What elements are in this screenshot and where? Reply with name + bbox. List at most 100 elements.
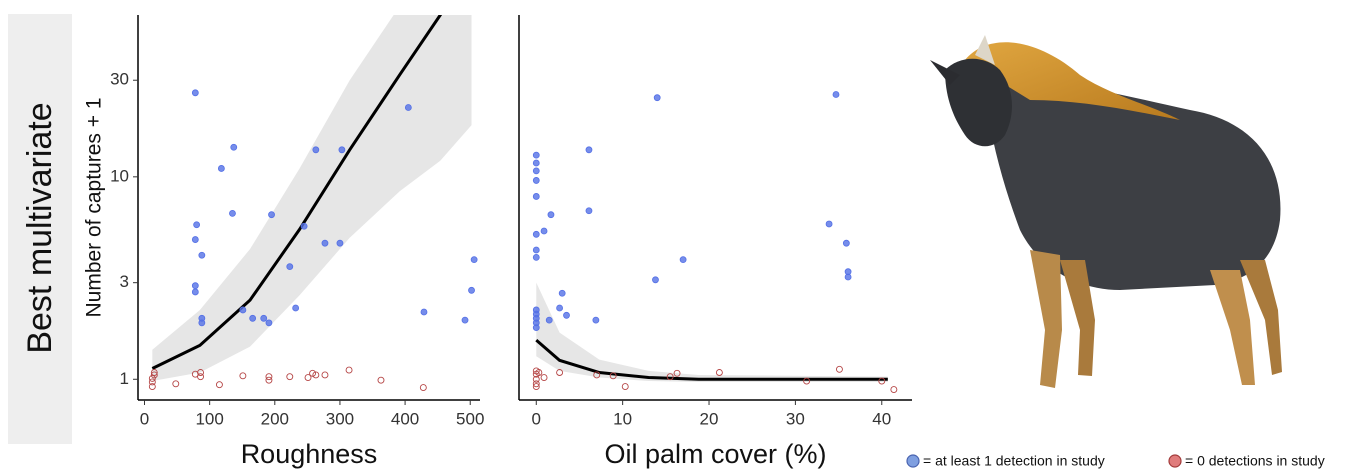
point <box>621 383 629 391</box>
point <box>844 273 852 281</box>
point <box>878 377 886 385</box>
point <box>230 143 238 151</box>
side-label-box <box>8 14 72 444</box>
point <box>652 276 659 284</box>
point <box>532 253 540 261</box>
point <box>545 316 553 324</box>
point <box>461 316 469 324</box>
point <box>336 239 344 247</box>
legend-label: = 0 detections in study <box>1185 453 1325 469</box>
point <box>191 89 199 97</box>
point <box>468 286 475 294</box>
x-axis-label: Oil palm cover (%) <box>604 439 826 469</box>
point <box>592 316 600 324</box>
point <box>532 159 540 167</box>
x-tick-label: 400 <box>391 409 419 428</box>
point <box>321 239 329 247</box>
point <box>532 383 540 391</box>
point <box>148 378 156 386</box>
y-tick-label: 3 <box>120 272 129 291</box>
point <box>532 193 540 200</box>
x-tick-label: 0 <box>532 409 541 428</box>
y-tick-label: 30 <box>110 70 129 89</box>
point <box>198 319 206 327</box>
point <box>540 374 548 381</box>
x-tick-label: 20 <box>700 409 719 428</box>
point <box>286 373 294 381</box>
point <box>265 376 273 384</box>
legend: = at least 1 detection in study = 0 detec… <box>906 453 1325 469</box>
point <box>666 373 674 381</box>
point <box>150 369 158 376</box>
point <box>217 165 225 172</box>
point <box>832 91 840 98</box>
point <box>148 383 156 391</box>
x-tick-label: 0 <box>140 409 149 428</box>
animal-illustration <box>930 35 1282 388</box>
point <box>215 381 223 389</box>
x-tick-label: 200 <box>261 409 289 428</box>
point <box>558 289 566 297</box>
point <box>304 374 312 381</box>
point <box>286 263 294 271</box>
point <box>532 167 540 175</box>
point <box>377 376 385 384</box>
x-tick-label: 500 <box>456 409 484 428</box>
confidence-band <box>152 15 472 382</box>
point <box>229 209 236 217</box>
point <box>535 369 543 376</box>
point <box>239 306 247 314</box>
point <box>532 324 540 331</box>
point <box>532 246 540 254</box>
point <box>593 371 601 379</box>
x-tick-label: 300 <box>326 409 354 428</box>
point <box>309 369 317 377</box>
point <box>585 146 593 154</box>
legend-marker <box>906 454 920 468</box>
plot-area <box>532 91 898 393</box>
y-tick-label: 1 <box>120 369 129 388</box>
point <box>345 366 353 374</box>
point <box>197 369 204 376</box>
point <box>532 151 540 159</box>
point <box>835 365 843 373</box>
y-tick-label: 10 <box>110 166 129 185</box>
fit-line <box>151 15 443 370</box>
point <box>197 373 204 381</box>
point <box>260 314 268 322</box>
point <box>547 211 555 219</box>
point <box>803 377 811 385</box>
point <box>148 374 156 382</box>
point <box>338 146 346 154</box>
point <box>470 256 478 264</box>
point <box>653 94 661 102</box>
point <box>532 380 540 388</box>
x-tick-label: 30 <box>786 409 805 428</box>
point <box>198 251 206 259</box>
point <box>239 372 247 380</box>
point <box>825 220 833 228</box>
point <box>265 319 273 327</box>
x-tick-label: 100 <box>195 409 223 428</box>
point <box>419 384 427 392</box>
point <box>312 146 320 154</box>
point <box>679 256 687 264</box>
point <box>556 369 564 376</box>
point <box>842 239 850 247</box>
point <box>312 371 320 379</box>
point <box>265 373 273 381</box>
point <box>532 375 540 383</box>
point <box>673 369 681 377</box>
point <box>532 177 540 184</box>
point <box>191 288 199 296</box>
point <box>556 304 563 312</box>
point <box>150 371 158 379</box>
point <box>268 211 275 219</box>
point <box>563 311 570 319</box>
point <box>585 207 593 215</box>
point <box>540 227 548 235</box>
y-axis-label: Number of captures + 1 <box>83 97 106 317</box>
point <box>191 282 199 290</box>
